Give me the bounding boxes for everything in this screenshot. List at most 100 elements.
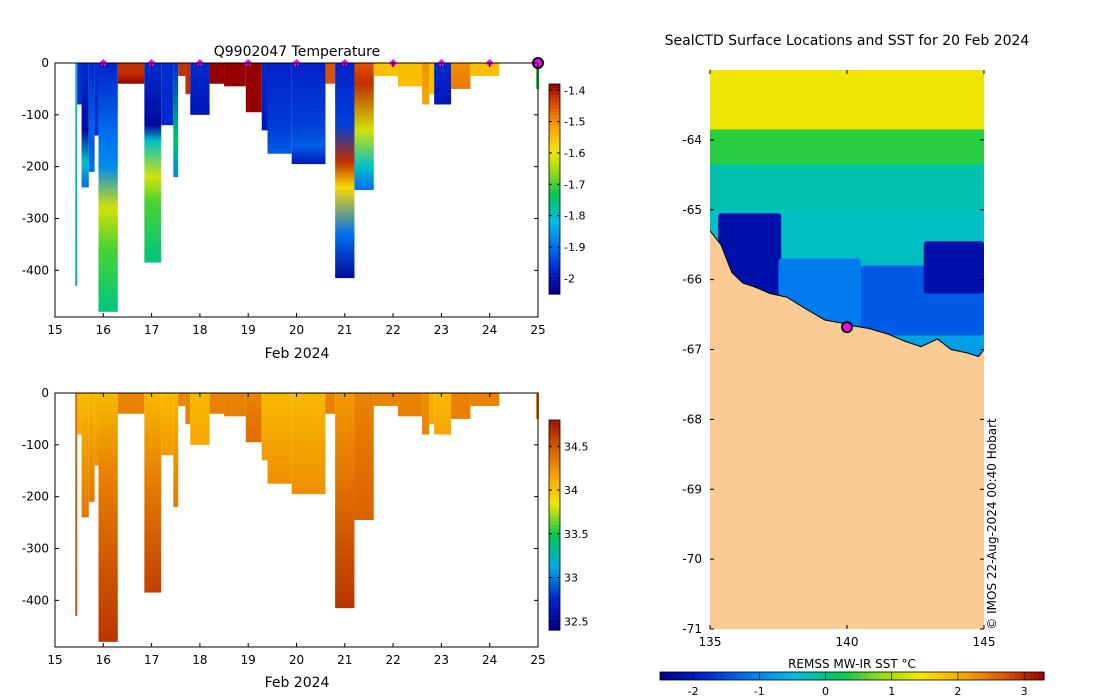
- sst-colorbar-segment: [664, 672, 671, 680]
- colorbar-segment: [549, 266, 560, 271]
- profile-13: [209, 63, 225, 84]
- sst-colorbar-segment: [933, 672, 939, 680]
- colorbar-segment: [549, 157, 560, 162]
- sst-colorbar-segment: [799, 672, 805, 680]
- sst-colorbar-segment: [981, 672, 987, 680]
- profile-16: [261, 63, 268, 131]
- sst-colorbar-tick-label: -1: [754, 685, 765, 698]
- sst-colorbar-segment: [919, 672, 925, 680]
- sst-colorbar-segment: [693, 672, 699, 680]
- colorbar-segment: [549, 164, 560, 169]
- colorbar-segment: [549, 472, 560, 477]
- sst-colorbar-segment: [914, 672, 920, 680]
- seal-location-marker: [841, 321, 853, 334]
- sst-colorbar-segment: [813, 672, 819, 680]
- sst-colorbar-segment: [842, 672, 848, 680]
- colorbar-segment: [549, 262, 560, 267]
- temperature-xlabel: Feb 2024: [265, 346, 330, 362]
- profile-25: [429, 393, 435, 425]
- sst-colorbar-segment: [1020, 672, 1026, 680]
- sst-colorbar-segment: [890, 672, 896, 680]
- map-x-tick-label: 145: [973, 635, 996, 649]
- x-tick-label: 18: [192, 653, 207, 667]
- y-tick-label: -200: [22, 490, 49, 504]
- sst-colorbar-segment: [756, 672, 762, 680]
- x-tick-label: 23: [434, 323, 449, 337]
- profile-13: [209, 393, 225, 414]
- colorbar-segment: [549, 133, 560, 138]
- x-tick-label: 16: [96, 323, 111, 337]
- x-tick-label: 24: [482, 323, 497, 337]
- colorbar-segment: [549, 189, 560, 194]
- profile-12: [190, 393, 210, 445]
- sst-colorbar-segment: [1039, 672, 1045, 680]
- colorbar-tick-label: 33: [564, 572, 578, 585]
- x-tick-label: 21: [337, 653, 352, 667]
- profile-9: [173, 393, 179, 508]
- colorbar-segment: [549, 203, 560, 208]
- profile-24: [422, 63, 430, 105]
- map-y-tick-label: -71: [682, 622, 702, 636]
- sst-colorbar-segment: [722, 672, 728, 680]
- map-x-tick-label: 135: [699, 635, 722, 649]
- profile-0: [75, 393, 78, 616]
- sst-colorbar-segment: [669, 672, 675, 680]
- colorbar-segment: [549, 549, 560, 554]
- colorbar-segment: [549, 584, 560, 589]
- colorbar-segment: [549, 546, 560, 551]
- colorbar-segment: [549, 126, 560, 131]
- colorbar-segment: [549, 444, 560, 449]
- colorbar-segment: [549, 486, 560, 491]
- profile-14: [224, 63, 246, 87]
- profile-8: [161, 63, 174, 126]
- sst-colorbar-segment: [1015, 672, 1021, 680]
- colorbar-segment: [549, 143, 560, 148]
- colorbar-segment: [549, 105, 560, 110]
- colorbar-segment: [549, 206, 560, 211]
- colorbar-segment: [549, 115, 560, 120]
- sst-colorbar-segment: [962, 672, 968, 680]
- profile-4: [94, 393, 99, 466]
- colorbar-segment: [549, 462, 560, 467]
- sst-colorbar-segment: [1005, 672, 1011, 680]
- colorbar-segment: [549, 231, 560, 236]
- colorbar-segment: [549, 507, 560, 512]
- profile-24: [422, 393, 430, 435]
- map-y-tick-label: -67: [682, 343, 702, 357]
- colorbar-segment: [549, 626, 560, 631]
- profile-3: [88, 393, 95, 502]
- colorbar-segment: [549, 591, 560, 596]
- x-tick-label: 15: [47, 653, 62, 667]
- colorbar-segment: [549, 84, 560, 89]
- colorbar-segment: [549, 252, 560, 257]
- colorbar-segment: [549, 497, 560, 502]
- colorbar-segment: [549, 458, 560, 463]
- sst-colorbar-segment: [741, 672, 747, 680]
- sst-colorbar-segment: [895, 672, 901, 680]
- sst-colorbar-tick-label: 0: [822, 685, 829, 698]
- sst-colorbar-segment: [1034, 672, 1040, 680]
- profile-11: [185, 393, 191, 425]
- y-tick-label: -400: [22, 593, 49, 607]
- profile-22: [373, 63, 398, 76]
- sst-colorbar-segment: [991, 672, 997, 680]
- profile-26: [434, 393, 452, 435]
- colorbar-segment: [549, 427, 560, 432]
- colorbar-segment: [549, 210, 560, 215]
- colorbar-tick-label: 32.5: [564, 615, 589, 628]
- colorbar-segment: [549, 276, 560, 281]
- profile-15: [245, 393, 262, 443]
- colorbar-segment: [549, 136, 560, 141]
- colorbar-segment: [549, 619, 560, 624]
- sst-colorbar-segment: [885, 672, 891, 680]
- sst-colorbar-segment: [698, 672, 704, 680]
- colorbar-segment: [549, 234, 560, 239]
- colorbar-segment: [549, 441, 560, 446]
- map-y-tick-label: -68: [682, 412, 702, 426]
- colorbar-segment: [549, 423, 560, 428]
- sst-colorbar-segment: [703, 672, 709, 680]
- profile-16: [261, 393, 268, 461]
- sst-colorbar-segment: [789, 672, 795, 680]
- sst-colorbar-segment: [679, 672, 685, 680]
